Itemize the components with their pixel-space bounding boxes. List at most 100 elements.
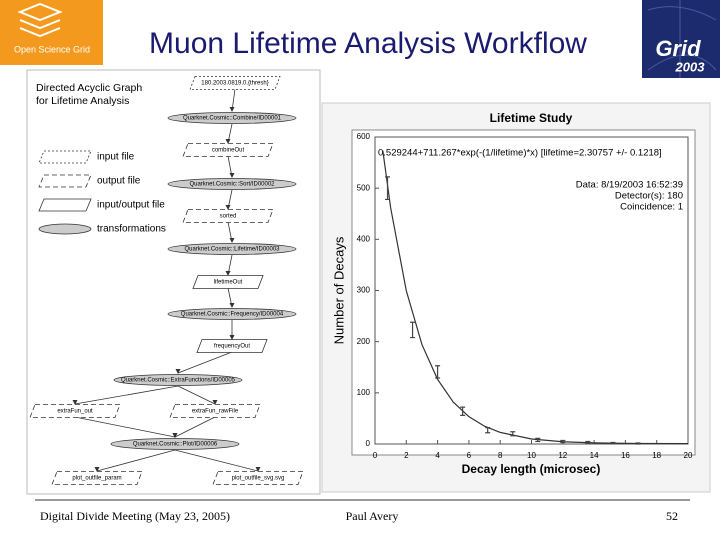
node-label: Quarknet.Cosmic::Combine/ID00001 <box>183 116 282 122</box>
osg-logo-text: Open Science Grid <box>14 44 90 54</box>
node-shape <box>167 308 297 320</box>
edge <box>174 416 216 438</box>
y-axis-label: Number of Decays <box>331 236 346 344</box>
x-tick-label: 18 <box>652 451 661 460</box>
y-tick-label: 300 <box>357 286 371 295</box>
node-shape <box>51 471 143 485</box>
node-label: Quarknet.Cosmic::Lifetime/ID00003 <box>184 247 280 253</box>
node-label: sorted <box>220 214 237 220</box>
edge <box>174 449 259 472</box>
annotation: Detector(s): 180 <box>615 191 683 202</box>
edge <box>74 416 176 438</box>
legend-shape <box>38 223 92 235</box>
arrowhead <box>229 335 235 340</box>
diagram-panel <box>26 69 321 495</box>
node-label: plot_outfile_param <box>72 476 121 482</box>
y-tick-label: 200 <box>357 337 371 346</box>
edge <box>177 351 233 374</box>
x-tick-label: 12 <box>558 451 567 460</box>
diagram-title: Directed Acyclic Graph <box>36 82 142 94</box>
legend-label: output file <box>97 176 141 187</box>
node-shape <box>192 275 264 289</box>
node-label: extraFun_out <box>57 409 93 415</box>
error-bar <box>510 431 516 437</box>
grid3-logo-year: 2003 <box>675 59 706 74</box>
fit-curve <box>382 150 689 445</box>
error-bar <box>635 442 641 445</box>
y-tick-label: 500 <box>357 183 371 192</box>
arrowhead <box>212 400 218 405</box>
edge <box>96 449 176 472</box>
arrowhead <box>229 107 235 112</box>
annotation: Data: 8/19/2003 16:52:39 <box>576 180 683 191</box>
legend-shape <box>38 198 92 212</box>
x-tick-label: 2 <box>404 451 409 460</box>
footer-left: Digital Divide Meeting (May 23, 2005) <box>40 509 230 523</box>
x-tick-label: 8 <box>498 451 503 460</box>
node-label: combineOut <box>212 148 245 154</box>
grid3-logo-lines <box>647 0 717 78</box>
annotation: 0.529244+711.267*exp(-(1/lifetime)*x) [l… <box>378 148 662 159</box>
arrowhead <box>225 271 231 276</box>
arrowhead <box>255 467 261 472</box>
y-tick-label: 400 <box>357 234 371 243</box>
node-label: lifetimeOut <box>214 280 243 286</box>
legend-label: input/output file <box>97 200 165 211</box>
node-shape <box>29 404 121 418</box>
plot-frame <box>351 129 696 456</box>
node-shape <box>196 339 268 353</box>
node-shape <box>113 374 243 386</box>
node-shape <box>182 143 274 157</box>
y-tick-label: 0 <box>366 439 371 448</box>
osg-logo <box>0 0 103 65</box>
node-shape <box>182 209 274 223</box>
arrowhead <box>229 238 235 243</box>
legend-shape <box>38 150 92 164</box>
node-label: Quarknet.Cosmic::ExtraFunctions/ID00005 <box>121 378 236 384</box>
x-tick-label: 0 <box>373 451 378 460</box>
arrowhead <box>229 303 235 308</box>
x-tick-label: 16 <box>621 451 630 460</box>
x-tick-label: 20 <box>684 451 693 460</box>
page-number: 52 <box>666 509 678 523</box>
error-bar <box>610 441 616 445</box>
error-bar <box>460 406 466 416</box>
error-bar <box>585 440 591 445</box>
node-shape <box>167 178 297 190</box>
arrowhead <box>225 139 231 144</box>
node-label: frequencyOut <box>214 344 250 350</box>
x-tick-label: 10 <box>527 451 536 460</box>
arrowhead <box>175 369 181 374</box>
x-tick-label: 14 <box>590 451 599 460</box>
y-tick-label: 100 <box>357 388 371 397</box>
node-shape <box>167 112 297 124</box>
arrowhead <box>225 205 231 210</box>
arrowhead <box>72 400 78 405</box>
node-label: Quarknet.Cosmic::Frequency/ID00004 <box>181 312 284 318</box>
error-bar <box>410 321 416 339</box>
footer-center: Paul Avery <box>346 509 399 523</box>
edge <box>177 385 216 405</box>
diagram-title: for Lifetime Analysis <box>36 95 129 107</box>
slide-title: Muon Lifetime Analysis Workflow <box>149 27 587 60</box>
y-tick-label: 600 <box>357 132 371 141</box>
legend-label: input file <box>97 152 135 163</box>
error-bar <box>560 439 566 444</box>
grid3-logo-text: Grid <box>655 36 701 61</box>
node-label: Quarknet.Cosmic::Plot/ID00006 <box>133 442 218 448</box>
node-label: plot_outfile_svg.svg <box>232 476 285 482</box>
node-label: 180.2003.0819.0.{thresh} <box>201 81 268 87</box>
x-axis-label: Decay length (microsec) <box>462 462 601 476</box>
node-label: Quarknet.Cosmic::Sort/ID00002 <box>189 182 275 188</box>
annotation: Coincidence: 1 <box>620 202 683 213</box>
error-bar <box>385 176 391 201</box>
chart-title: Lifetime Study <box>490 111 573 125</box>
node-shape <box>212 471 304 485</box>
edge <box>74 385 179 405</box>
legend-label: transformations <box>97 224 166 235</box>
arrowhead <box>172 433 178 438</box>
error-bar <box>485 427 491 434</box>
node-shape <box>169 404 261 418</box>
node-shape <box>189 76 281 90</box>
